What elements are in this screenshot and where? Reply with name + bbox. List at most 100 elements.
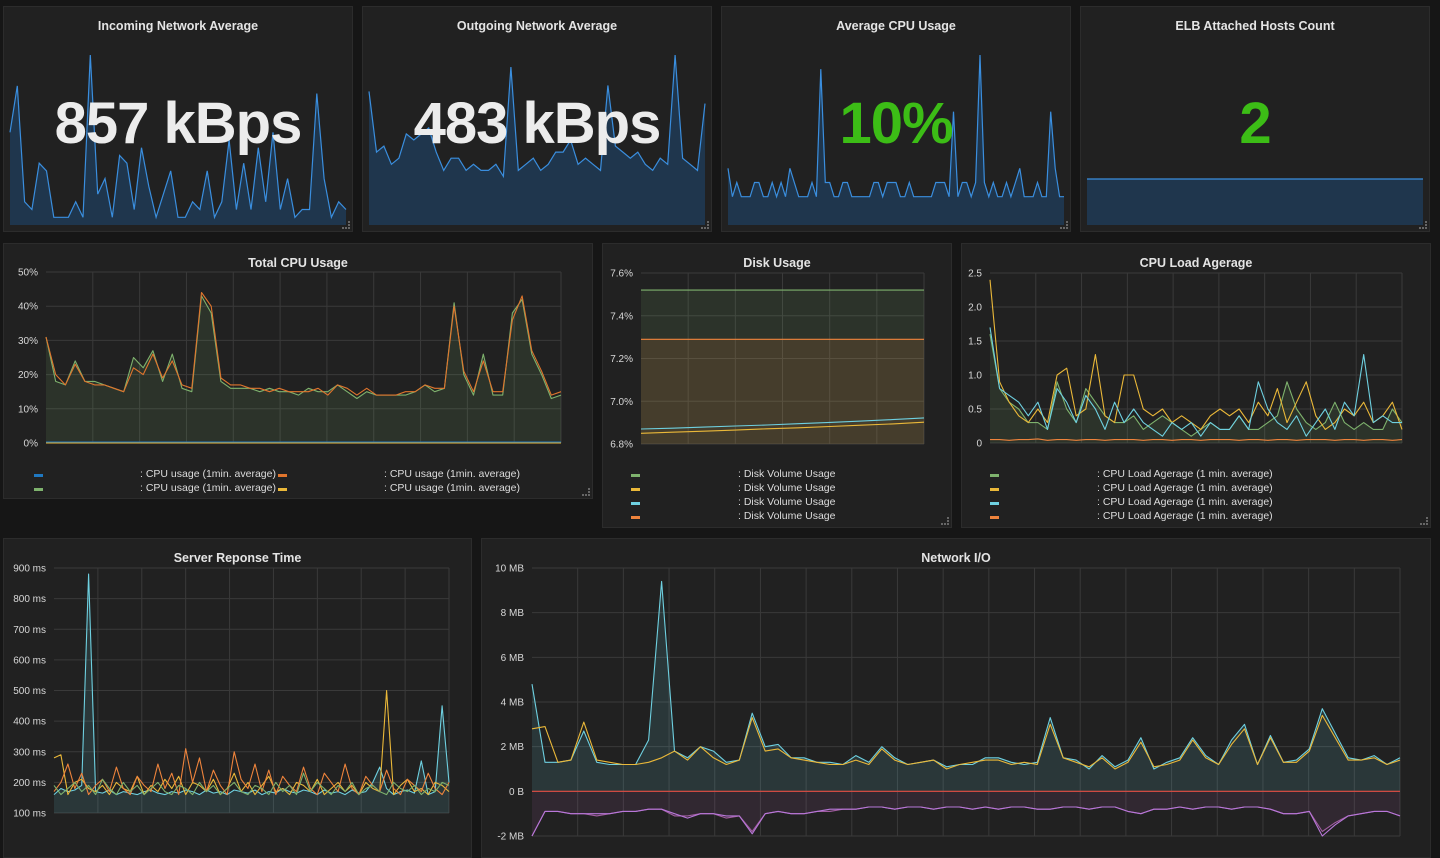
series-fill (641, 290, 924, 444)
sparkline-fill (1087, 179, 1423, 225)
panel-server-response[interactable]: Server Reponse Time 100 ms 200 ms 300 ms 40… (3, 538, 472, 858)
y-tick-label: 800 ms (13, 594, 46, 605)
y-tick-label: 10% (18, 404, 38, 415)
legend-swatch (631, 516, 640, 519)
y-tick-label: 10 MB (495, 564, 524, 575)
elb-title: ELB Attached Hosts Count (1175, 19, 1335, 33)
y-tick-label: 500 ms (13, 686, 46, 697)
resize-handle[interactable] (582, 488, 590, 496)
y-tick-label: 2.5 (968, 269, 982, 280)
resize-handle[interactable] (1419, 221, 1427, 229)
series-line (531, 806, 1401, 837)
y-tick-label: 1.5 (968, 337, 982, 348)
series-line (990, 438, 1403, 441)
legend-label: : CPU usage (1min. average) (384, 468, 520, 480)
cpu-title: Average CPU Usage (836, 19, 956, 33)
y-tick-label: 2.0 (968, 303, 982, 314)
incoming-sparkline (9, 54, 347, 225)
legend-label: : CPU Load Agerage (1 min. average) (1097, 482, 1273, 494)
stat-panel-cpu[interactable]: Average CPU Usage 10% (721, 6, 1071, 232)
series-line (531, 806, 1401, 837)
y-tick-label: 900 ms (13, 564, 46, 575)
y-tick-label: 8 MB (501, 608, 525, 619)
sparkline-line (727, 54, 1064, 199)
server-response-title: Server Reponse Time (173, 551, 302, 565)
legend-swatch (34, 488, 43, 491)
y-tick-label: 0 B (509, 787, 524, 798)
stat-panel-elb[interactable]: ELB Attached Hosts Count 2 (1080, 6, 1430, 232)
network-io-title: Network I/O (921, 551, 991, 565)
y-tick-label: 2 MB (501, 742, 525, 753)
series-line (53, 772, 450, 796)
outgoing-value: 483 kBps (413, 91, 662, 156)
panel-network-io[interactable]: Network I/O -2 MB 0 B 2 MB 4 MB 6 MB 8 MB 10 M… (481, 538, 1431, 858)
y-tick-label: 40% (18, 302, 38, 313)
panel-cpu-load[interactable]: CPU Load Agerage 0 0.5 1.0 1.5 2.0 2.5 : CPU … (961, 243, 1431, 528)
legend-label: : CPU usage (1min. average) (140, 482, 276, 494)
resize-handle[interactable] (342, 221, 350, 229)
legend-label: : Disk Volume Usage (738, 510, 836, 522)
legend-swatch (990, 516, 999, 519)
series-line (989, 279, 1403, 430)
y-tick-label: 20% (18, 370, 38, 381)
panel-disk-usage[interactable]: Disk Usage 6.8% 7.0% 7.2% 7.4% 7.6% : Disk V… (602, 243, 952, 528)
incoming-value: 857 kBps (54, 91, 303, 156)
series-line (989, 334, 1403, 437)
series-fill (990, 334, 1402, 443)
sparkline-fill (10, 55, 346, 225)
total-cpu-chart: 0% 10% 20% 30% 40% 50% (18, 268, 562, 450)
series-line (53, 748, 450, 796)
series-fill (532, 581, 1400, 792)
elb-value: 2 (1239, 91, 1271, 156)
y-tick-label: 0 (976, 439, 982, 450)
legend-label: : CPU Load Agerage (1 min. average) (1097, 510, 1273, 522)
legend-label: : CPU usage (1min. average) (384, 482, 520, 494)
series-line (53, 689, 450, 796)
legend-label: : Disk Volume Usage (738, 496, 836, 508)
series-line (45, 291, 562, 396)
stat-panel-outgoing[interactable]: Outgoing Network Average 483 kBps (362, 6, 712, 232)
legend-swatch (278, 474, 287, 477)
series-fill (46, 295, 561, 443)
incoming-title: Incoming Network Average (97, 19, 259, 33)
series-line (989, 327, 1402, 437)
y-tick-label: 400 ms (13, 717, 46, 728)
cpu-load-title: CPU Load Agerage (1139, 256, 1253, 270)
legend-swatch (990, 502, 999, 505)
y-tick-label: 6.8% (610, 440, 633, 451)
y-tick-label: 700 ms (13, 625, 46, 636)
total-cpu-title: Total CPU Usage (248, 256, 348, 270)
sparkline-line (368, 54, 706, 179)
elb-sparkline (1087, 178, 1423, 225)
resize-handle[interactable] (1060, 221, 1068, 229)
outgoing-sparkline (368, 54, 706, 225)
resize-handle[interactable] (701, 221, 709, 229)
sparkline-fill (369, 55, 705, 225)
legend-label: : Disk Volume Usage (738, 482, 836, 494)
legend-label: : CPU Load Agerage (1 min. average) (1097, 496, 1273, 508)
legend-swatch (278, 488, 287, 491)
y-tick-label: 50% (18, 268, 38, 279)
y-tick-label: 4 MB (501, 698, 525, 709)
series-fill (641, 339, 924, 444)
series-line (531, 714, 1401, 770)
legend-swatch (990, 474, 999, 477)
y-tick-label: 600 ms (13, 655, 46, 666)
series-line (640, 417, 925, 430)
y-tick-label: 30% (18, 336, 38, 347)
outgoing-title: Outgoing Network Average (456, 19, 618, 33)
y-tick-label: 7.6% (610, 269, 633, 280)
resize-handle[interactable] (1420, 517, 1428, 525)
resize-handle[interactable] (941, 517, 949, 525)
series-fill (532, 791, 1400, 836)
legend-label: : CPU usage (1min. average) (140, 468, 276, 480)
legend-swatch (631, 474, 640, 477)
y-tick-label: 7.2% (610, 354, 633, 365)
server-response-chart: 100 ms 200 ms 300 ms 400 ms 500 ms 600 ms 700 … (13, 564, 450, 820)
stat-panel-incoming[interactable]: Incoming Network Average 857 kBps (3, 6, 353, 232)
panel-total-cpu[interactable]: Total CPU Usage 0% 10% 20% 30% 40% 50% : CPU … (3, 243, 593, 499)
cpu-value: 10% (839, 91, 953, 156)
y-tick-label: 7.4% (610, 311, 633, 322)
sparkline-line (9, 54, 347, 220)
y-tick-label: 0.5 (968, 405, 982, 416)
